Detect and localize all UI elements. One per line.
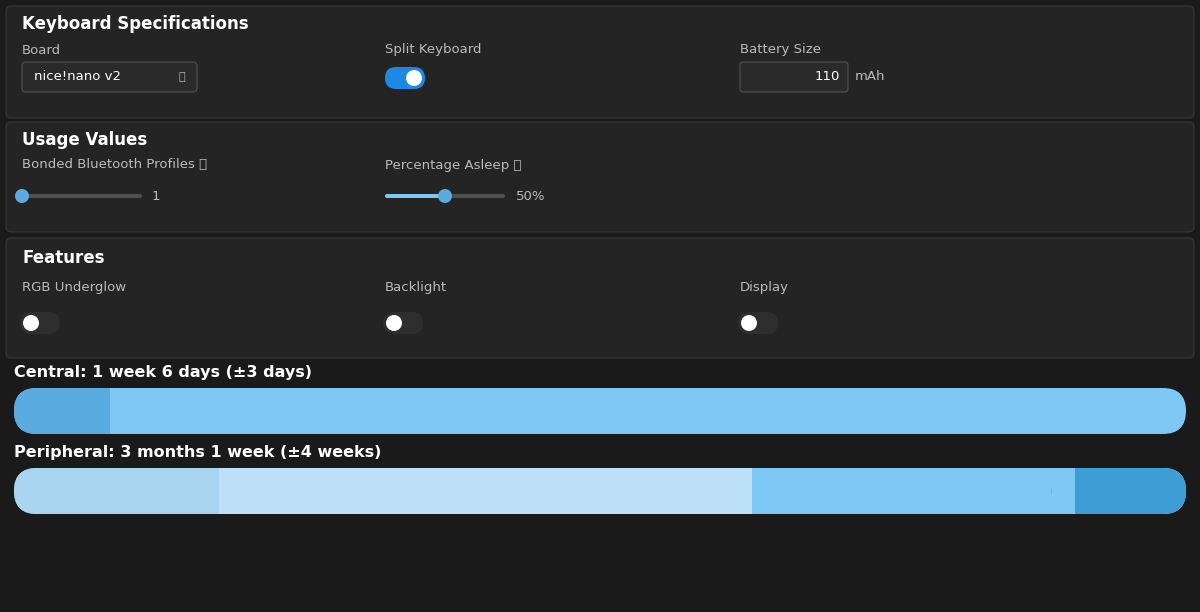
Text: Features: Features — [22, 249, 104, 267]
Text: 50%: 50% — [516, 190, 546, 203]
Text: Usage Values: Usage Values — [22, 131, 148, 149]
Circle shape — [386, 315, 402, 331]
Circle shape — [14, 189, 29, 203]
FancyBboxPatch shape — [6, 238, 1194, 358]
FancyBboxPatch shape — [14, 388, 1186, 434]
Text: Split Keyboard: Split Keyboard — [385, 43, 481, 56]
Text: Central: 1 week 6 days (±3 days): Central: 1 week 6 days (±3 days) — [14, 365, 312, 379]
Text: nice!nano v2: nice!nano v2 — [34, 70, 121, 83]
FancyBboxPatch shape — [14, 468, 242, 514]
Circle shape — [438, 189, 452, 203]
Text: Peripheral: 3 months 1 week (±4 weeks): Peripheral: 3 months 1 week (±4 weeks) — [14, 444, 382, 460]
Bar — [752, 468, 1075, 514]
FancyBboxPatch shape — [385, 194, 445, 198]
Text: Keyboard Specifications: Keyboard Specifications — [22, 15, 248, 33]
FancyBboxPatch shape — [1051, 468, 1186, 514]
FancyBboxPatch shape — [385, 194, 505, 198]
Circle shape — [23, 315, 38, 331]
Text: RGB Underglow: RGB Underglow — [22, 282, 126, 294]
Bar — [220, 468, 242, 514]
FancyBboxPatch shape — [14, 468, 1186, 514]
FancyBboxPatch shape — [383, 312, 424, 334]
FancyBboxPatch shape — [738, 312, 778, 334]
Text: Battery Size: Battery Size — [740, 43, 821, 56]
Bar — [110, 388, 133, 434]
FancyBboxPatch shape — [385, 67, 425, 89]
Text: Backlight: Backlight — [385, 282, 448, 294]
Bar — [1051, 468, 1075, 514]
FancyBboxPatch shape — [20, 312, 60, 334]
Text: Board: Board — [22, 43, 61, 56]
Text: 1: 1 — [152, 190, 161, 203]
Text: Display: Display — [740, 282, 790, 294]
FancyBboxPatch shape — [22, 194, 142, 198]
Circle shape — [742, 315, 757, 331]
FancyBboxPatch shape — [6, 122, 1194, 232]
FancyBboxPatch shape — [14, 388, 133, 434]
Text: Bonded Bluetooth Profiles ⓘ: Bonded Bluetooth Profiles ⓘ — [22, 159, 208, 171]
Text: ⤵: ⤵ — [179, 72, 185, 82]
FancyBboxPatch shape — [740, 62, 848, 92]
Text: 110: 110 — [815, 70, 840, 83]
FancyBboxPatch shape — [6, 6, 1194, 118]
FancyBboxPatch shape — [22, 62, 197, 92]
Text: mAh: mAh — [854, 70, 886, 83]
Text: Percentage Asleep ⓘ: Percentage Asleep ⓘ — [385, 159, 522, 171]
Circle shape — [406, 70, 422, 86]
